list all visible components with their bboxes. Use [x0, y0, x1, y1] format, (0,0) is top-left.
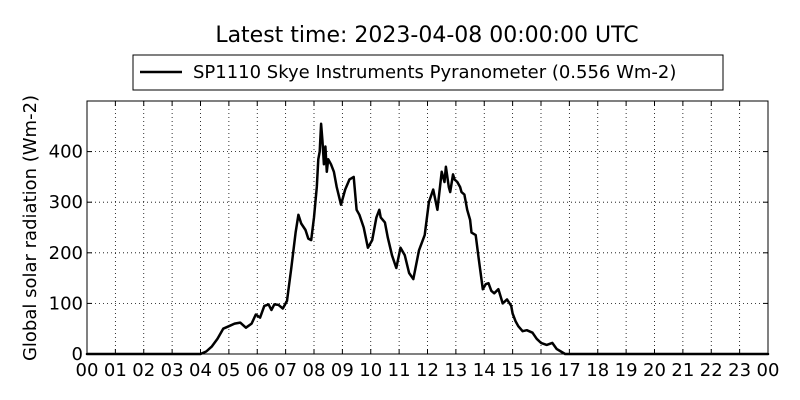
y-axis-label: Global solar radiation (Wm-2): [20, 95, 41, 361]
x-tick-label: 15: [501, 360, 524, 381]
x-tick-label: 07: [274, 360, 297, 381]
x-tick-label: 11: [388, 360, 411, 381]
x-tick-label: 20: [643, 360, 666, 381]
chart-title: Latest time: 2023-04-08 00:00:00 UTC: [215, 23, 638, 48]
x-tick-label: 12: [416, 360, 439, 381]
x-tick-label: 23: [728, 360, 751, 381]
y-tick-label: 200: [49, 243, 83, 264]
x-tick-label: 14: [473, 360, 496, 381]
y-tick-label: 400: [49, 142, 83, 163]
x-tick-label: 18: [586, 360, 609, 381]
series-layer: [85, 122, 770, 356]
legend: SP1110 Skye Instruments Pyranometer (0.5…: [132, 54, 724, 91]
x-tick-label: 08: [303, 360, 326, 381]
y-tick-label: 100: [49, 293, 83, 314]
x-tick-label: 09: [331, 360, 354, 381]
x-tick-label: 00: [757, 360, 780, 381]
x-tick-label: 21: [671, 360, 694, 381]
x-tick-label: 01: [104, 360, 127, 381]
x-tick-label: 05: [217, 360, 240, 381]
x-tick-label: 06: [246, 360, 269, 381]
x-tick-label: 03: [161, 360, 184, 381]
x-tick-label: 10: [359, 360, 382, 381]
plot-frame: [86, 100, 769, 355]
y-axis-ticks: 0 100 200 300 400: [49, 142, 768, 365]
x-tick-label: 13: [444, 360, 467, 381]
x-axis-ticks: 00 01 02 03 04 05 06 07 08 09 10 11 12 13 14 15 16 17 18 19…: [76, 101, 780, 381]
series-line: [85, 122, 770, 356]
y-tick-label: 300: [49, 192, 83, 213]
x-tick-label: 16: [530, 360, 553, 381]
x-tick-label: 00: [76, 360, 99, 381]
x-tick-label: 04: [189, 360, 212, 381]
x-tick-label: 17: [558, 360, 581, 381]
y-tick-label: 0: [72, 344, 83, 365]
legend-box: [132, 54, 724, 91]
x-tick-label: 22: [700, 360, 723, 381]
x-tick-label: 19: [615, 360, 638, 381]
grid: [87, 101, 768, 354]
legend-label: SP1110 Skye Instruments Pyranometer (0.5…: [193, 62, 676, 83]
x-tick-label: 02: [132, 360, 155, 381]
